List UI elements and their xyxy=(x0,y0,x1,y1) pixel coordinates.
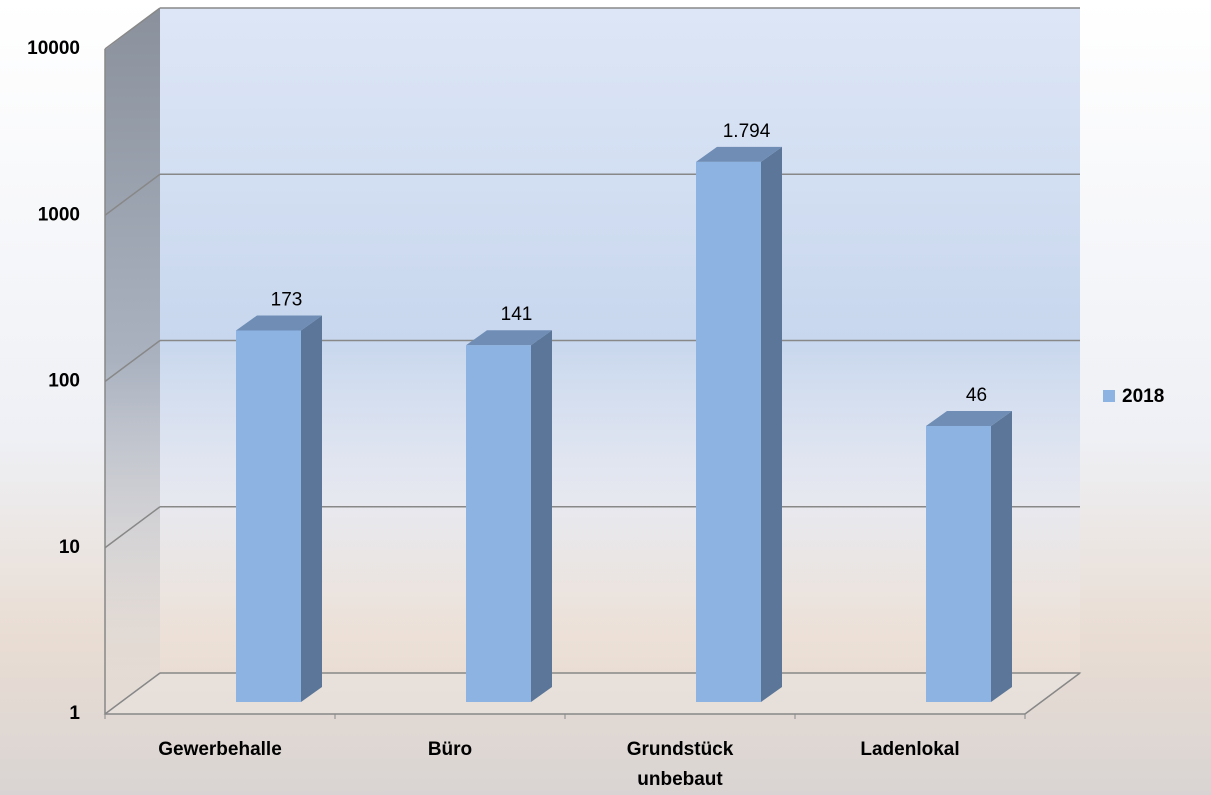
y-tick-label: 1 xyxy=(69,703,80,724)
bar-side xyxy=(301,315,322,702)
bar xyxy=(236,330,301,702)
bar xyxy=(926,426,991,702)
y-tick-label: 10000 xyxy=(27,38,80,59)
x-tick-label: Ladenlokal xyxy=(860,739,959,760)
page: {"chart_data": {"type": "bar", "log_scal… xyxy=(0,0,1211,795)
value-label: 1.794 xyxy=(723,121,771,142)
x-tick-label: Gewerbehalle xyxy=(158,739,282,760)
y-tick-label: 1000 xyxy=(38,204,80,225)
value-label: 46 xyxy=(966,385,987,406)
legend-swatch xyxy=(1103,390,1115,402)
value-label: 141 xyxy=(501,304,533,325)
bar xyxy=(696,162,761,702)
legend-label: 2018 xyxy=(1122,386,1164,407)
y-tick-label: 100 xyxy=(48,371,80,392)
bar-side xyxy=(761,147,782,702)
bar-side xyxy=(531,330,552,702)
chart: 110100100010000Gewerbehalle173Büro141Gru… xyxy=(0,0,1211,795)
x-tick-label: Büro xyxy=(428,739,472,760)
y-tick-label: 10 xyxy=(59,537,80,558)
bar-side xyxy=(991,411,1012,702)
value-label: 173 xyxy=(271,289,303,310)
bar xyxy=(466,345,531,702)
